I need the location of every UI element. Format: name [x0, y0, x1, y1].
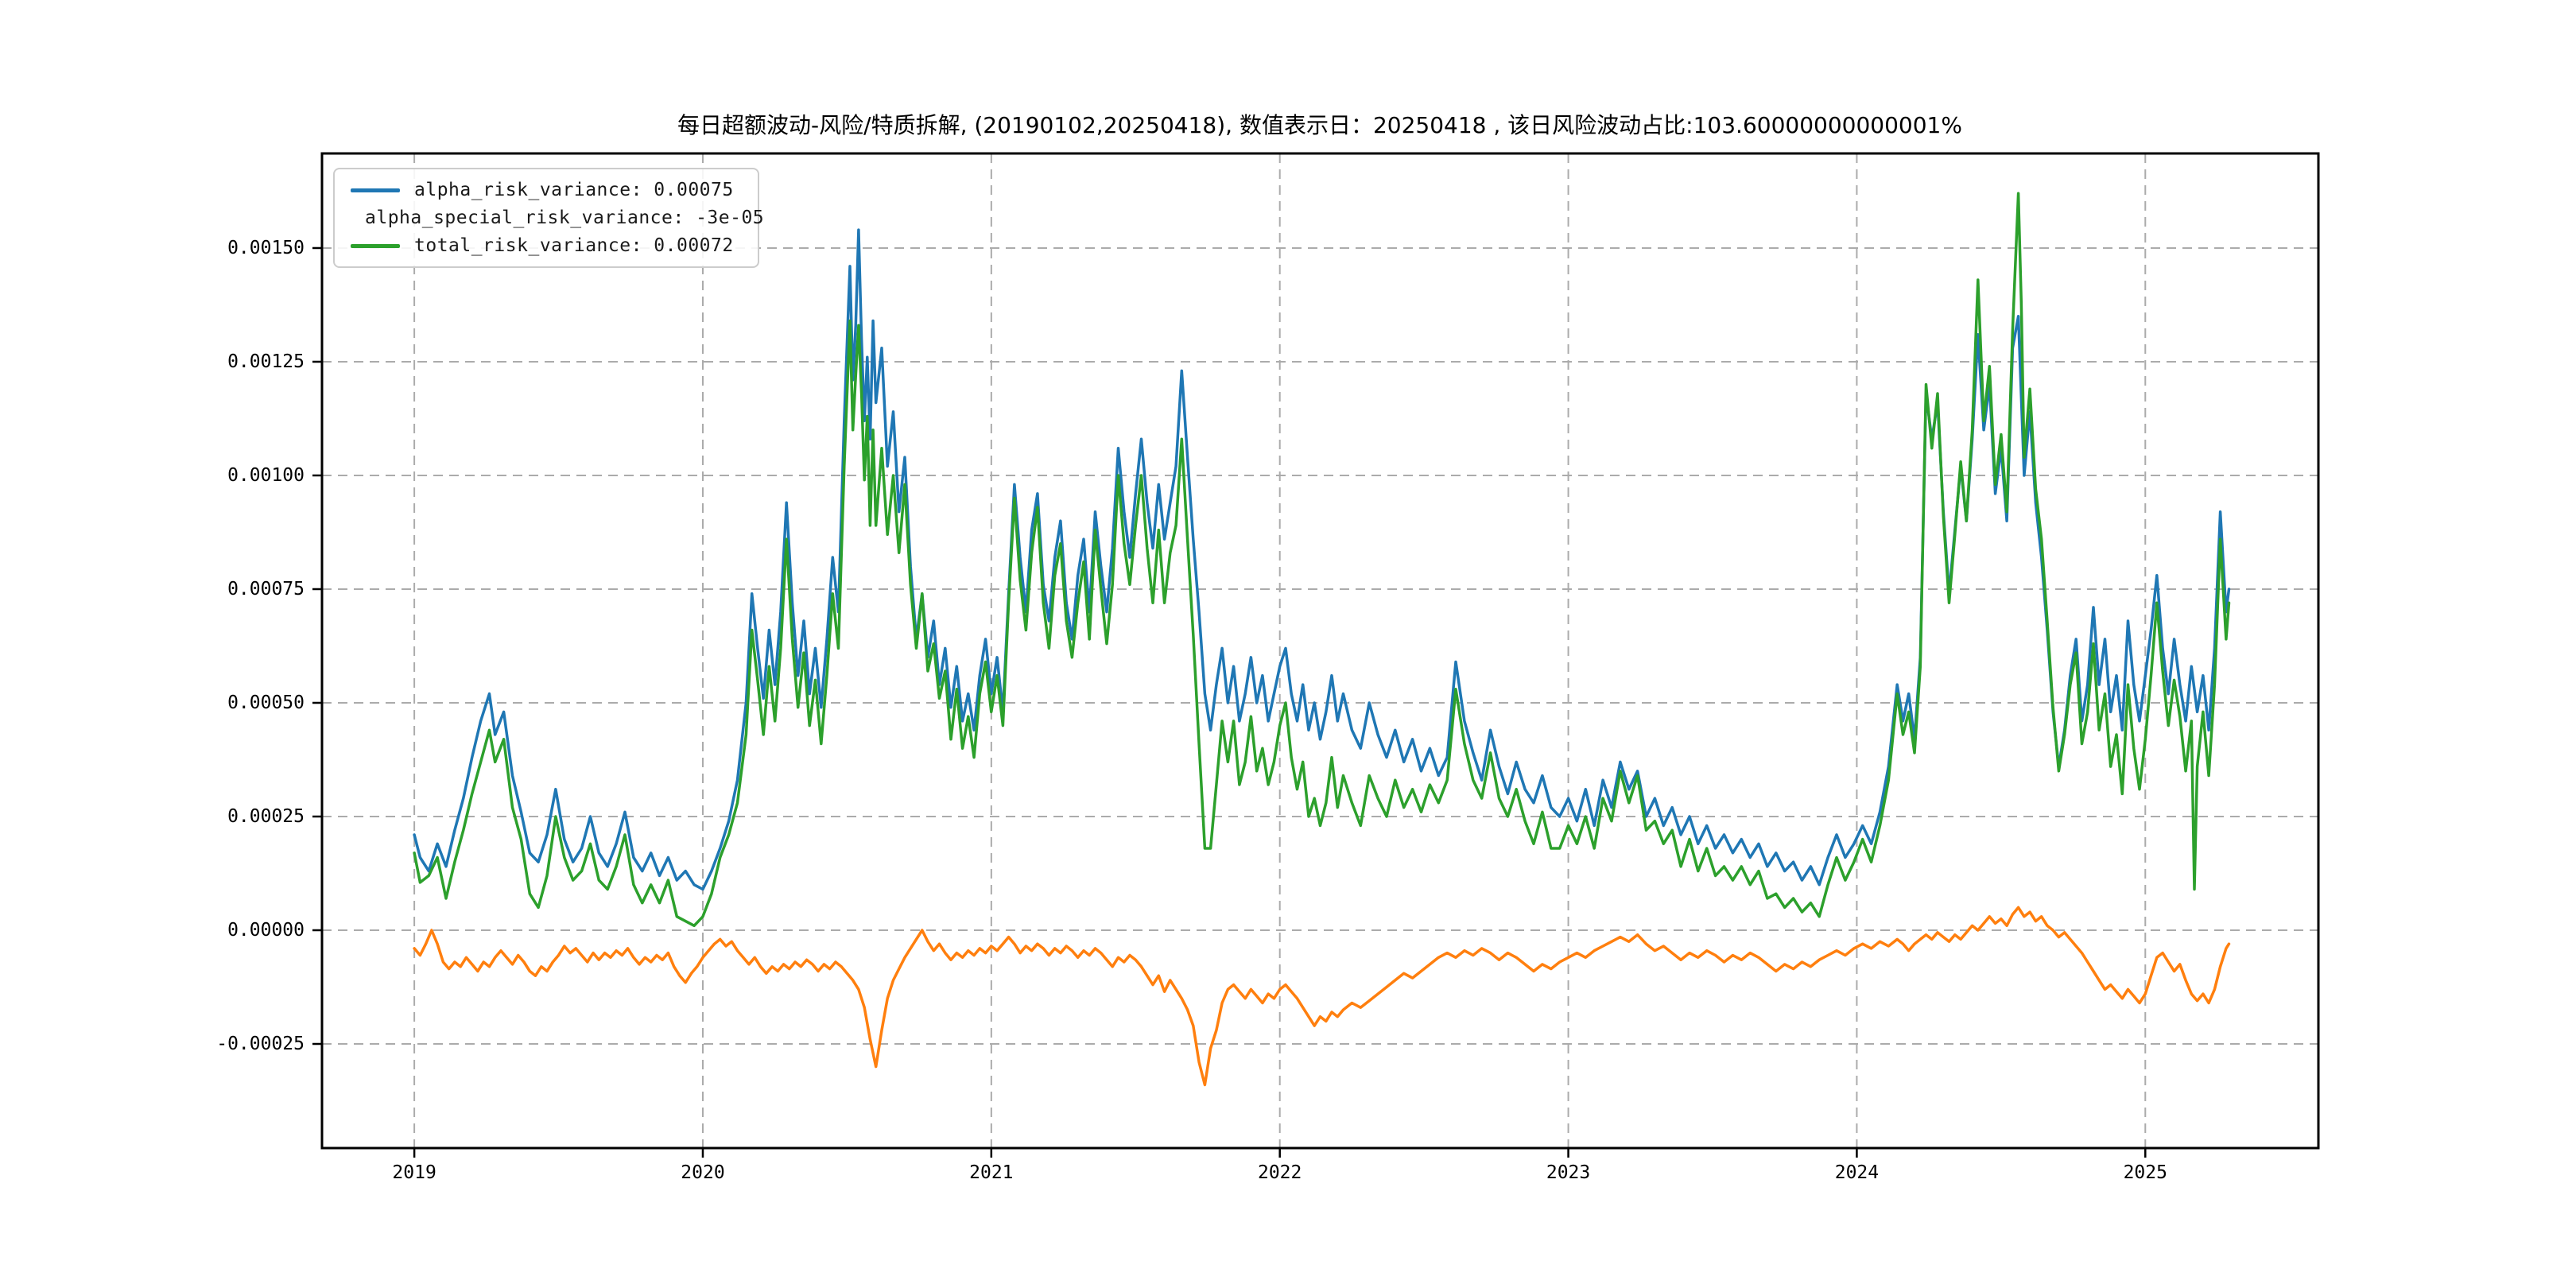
- y-tick-label: 0.00100: [227, 464, 305, 486]
- y-tick-label: 0.00150: [227, 237, 305, 258]
- legend-line-sample-green: [351, 243, 400, 248]
- chart-title: 每日超额波动-风险/特质拆解, (20190102,20250418), 数值表…: [677, 112, 1962, 138]
- legend-item-alpha-risk-variance: alpha_risk_variance: 0.00075: [351, 180, 750, 200]
- grid-layer: [322, 153, 2318, 1148]
- x-tick-label: 2024: [1834, 1162, 1880, 1183]
- tick-marks: [312, 246, 2147, 1158]
- x-tick-label: 2025: [2123, 1162, 2167, 1183]
- series-line-alpha_special_risk_variance: [413, 906, 2231, 1087]
- plot-border: [320, 152, 2320, 1150]
- y-tick-label: 0.00000: [227, 920, 305, 941]
- series-layer: [413, 192, 2231, 1087]
- legend: alpha_risk_variance: 0.00075 alpha_speci…: [333, 168, 764, 268]
- series-line-alpha_risk_variance: [413, 228, 2231, 891]
- x-tick-label: 2020: [681, 1162, 725, 1183]
- legend-line-sample-blue: [351, 188, 400, 192]
- legend-label: total_risk_variance: 0.00072: [414, 235, 734, 256]
- legend-label: alpha_risk_variance: 0.00075: [414, 180, 734, 200]
- y-tick-label: 0.00050: [227, 692, 305, 713]
- legend-item-total-risk-variance: total_risk_variance: 0.00072: [351, 235, 750, 256]
- y-tick-label: 0.00075: [227, 578, 305, 599]
- y-tick-label: -0.00025: [216, 1034, 305, 1054]
- x-tick-label: 2022: [1257, 1162, 1302, 1183]
- x-tick-label: 2023: [1546, 1162, 1591, 1183]
- legend-item-alpha-special-risk-variance: alpha_special_risk_variance: -3e-05: [351, 208, 764, 228]
- series-line-total_risk_variance: [413, 192, 2231, 928]
- y-tick-label: 0.00025: [227, 806, 305, 827]
- y-tick-label: 0.00125: [227, 351, 305, 372]
- legend-label: alpha_special_risk_variance: -3e-05: [365, 208, 765, 228]
- x-tick-label: 2021: [969, 1162, 1014, 1183]
- x-tick-label: 2019: [392, 1162, 436, 1183]
- axes-spines: [320, 152, 2320, 1150]
